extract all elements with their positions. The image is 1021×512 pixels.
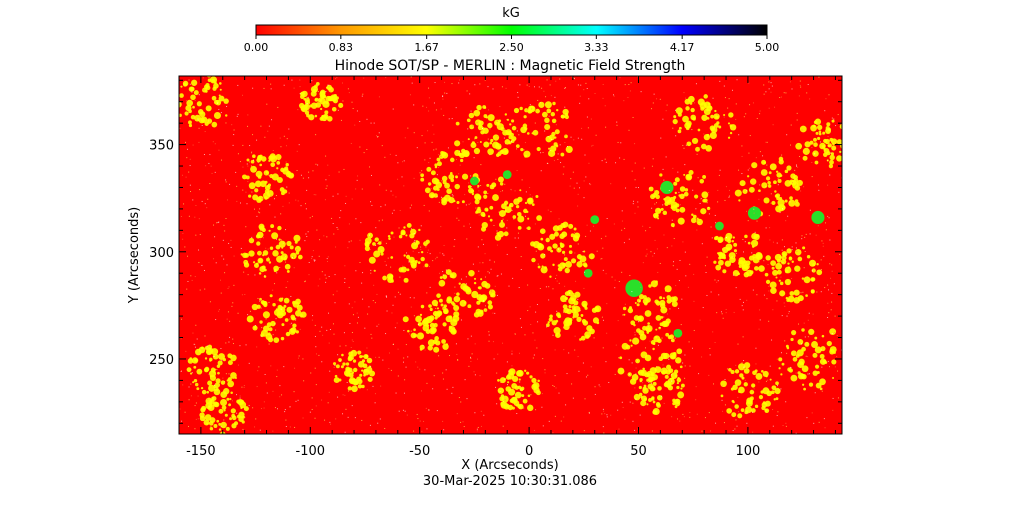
x-tick-label: 100	[735, 444, 760, 459]
network-region	[420, 149, 481, 206]
network-region	[454, 104, 517, 157]
colorbar-tick-label: 2.50	[499, 41, 524, 54]
strong-field-spot	[625, 279, 643, 297]
network-region	[332, 349, 376, 393]
network-region	[240, 223, 303, 278]
network-region	[758, 246, 823, 304]
network-region	[778, 328, 837, 391]
network-region	[546, 289, 602, 341]
strong-field-spot	[583, 268, 593, 278]
network-region	[186, 344, 237, 395]
x-tick-label: 50	[630, 444, 647, 459]
colorbar-tick-label: 1.67	[414, 41, 439, 54]
colorbar-ticks: 0.00 0.83 1.67 2.50 3.33 4.17 5.00	[244, 35, 780, 54]
network-region	[179, 76, 229, 128]
strong-field-spot	[470, 176, 479, 186]
x-axis-label: X (Arcseconds)	[461, 458, 558, 473]
network-region	[402, 303, 458, 353]
colorbar-tick-label: 5.00	[755, 41, 780, 54]
network-region	[246, 294, 307, 343]
heatmap-image	[179, 76, 842, 434]
network-region	[648, 169, 711, 228]
network-region	[504, 101, 573, 158]
x-tick-label: -150	[186, 444, 216, 459]
strong-field-layer	[470, 170, 825, 338]
network-region	[431, 269, 496, 323]
y-tick-label: 300	[149, 246, 174, 261]
network-region	[672, 94, 737, 152]
network-region	[497, 368, 541, 412]
network-region	[713, 232, 763, 278]
network-region	[474, 176, 543, 241]
strong-field-spot	[502, 170, 512, 179]
network-region	[530, 221, 595, 278]
y-tick-label: 250	[149, 353, 174, 368]
network-region	[795, 118, 842, 169]
colorbar-tick-label: 0.83	[329, 41, 354, 54]
network-region	[633, 366, 685, 416]
network-region	[242, 153, 295, 203]
network-region	[364, 223, 430, 284]
network-region	[720, 362, 781, 419]
colorbar-tick-label: 3.33	[584, 41, 609, 54]
y-tick-label: 350	[149, 139, 174, 154]
x-tick-label: 0	[525, 444, 533, 459]
strong-field-spot	[673, 328, 683, 338]
plot-frame	[178, 75, 843, 435]
colorbar	[255, 24, 768, 36]
strong-field-spot	[660, 180, 674, 195]
colorbar-tick-label: 4.17	[670, 41, 695, 54]
chart-title: Hinode SOT/SP - MERLIN : Magnetic Field …	[335, 58, 686, 74]
network-region	[199, 388, 249, 434]
strong-field-spot	[811, 210, 825, 225]
heatmap-background	[179, 76, 842, 434]
network-field-layer	[179, 76, 842, 434]
timestamp: 30-Mar-2025 10:30:31.086	[423, 474, 597, 489]
colorbar-tick-label: 0.00	[244, 41, 269, 54]
x-axis: -150 -100 -50 0 50 100	[178, 76, 836, 459]
colorbar-unit-label: kG	[502, 6, 520, 21]
y-axis-label: Y (Arcseconds)	[127, 207, 142, 304]
x-tick-label: -50	[409, 444, 430, 459]
strong-field-spot	[590, 215, 600, 225]
y-axis: 250 300 350	[149, 79, 842, 424]
noise-speckle-layer	[179, 76, 842, 434]
x-tick-label: -100	[296, 444, 326, 459]
network-region	[298, 81, 344, 122]
network-region	[734, 156, 803, 217]
strong-field-spot	[715, 221, 724, 231]
